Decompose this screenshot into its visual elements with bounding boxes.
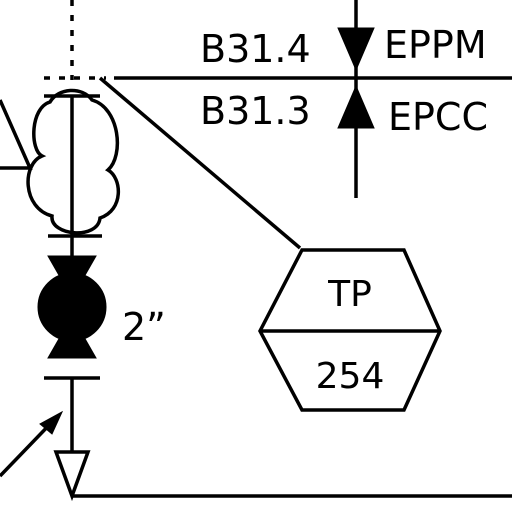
inlet-diagonal-line <box>0 418 56 478</box>
flow-arrow-down <box>53 450 91 502</box>
lower-code-label: B31.3 <box>200 89 311 133</box>
inlet-arrowhead <box>39 410 64 435</box>
pipe-size-label: 2” <box>122 305 166 349</box>
spec-break-lower-triangle <box>337 84 375 129</box>
instrument-tag-loop-number: 254 <box>316 356 385 397</box>
lower-spec-label: EPCC <box>388 95 488 139</box>
cloud-instrument <box>26 88 121 235</box>
tag-leader-line <box>98 76 302 250</box>
upper-spec-label: EPPM <box>384 23 487 67</box>
ball-valve-body <box>37 272 107 342</box>
signal-line-left <box>0 99 33 170</box>
upper-code-label: B31.4 <box>200 27 311 71</box>
spec-break-upper-triangle <box>337 27 375 72</box>
instrument-tag-function: TP <box>327 274 372 315</box>
